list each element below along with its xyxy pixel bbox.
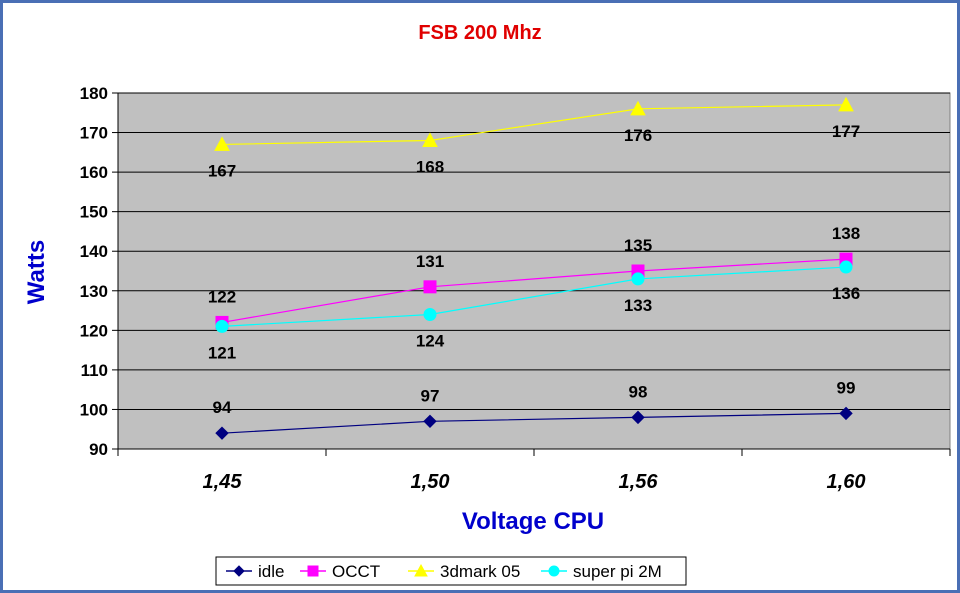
legend: idle OCCT 3dmark 05 super pi 2M — [215, 556, 687, 586]
series-idle — [215, 406, 853, 440]
x-axis-label: Voltage CPU — [462, 508, 604, 535]
series-layer — [214, 96, 854, 440]
data-point — [422, 132, 438, 147]
series-line — [221, 266, 847, 327]
y-tick-label: 180 — [80, 84, 108, 103]
data-point — [423, 308, 437, 322]
data-point — [839, 260, 853, 274]
data-point — [630, 100, 646, 116]
y-tick-label: 130 — [80, 282, 108, 301]
y-axis-ticks: 90 100 110 120 130 140 150 160 170 180 — [80, 84, 118, 459]
series-super-pi-2m — [215, 260, 853, 333]
data-point — [838, 96, 854, 112]
data-label: 167 — [208, 161, 236, 180]
legend-item: OCCT — [300, 562, 380, 581]
data-label: 94 — [213, 398, 232, 417]
data-label: 138 — [832, 224, 860, 243]
data-point — [214, 136, 230, 151]
data-label: 98 — [629, 382, 648, 401]
y-tick-label: 140 — [80, 242, 108, 261]
data-point — [423, 414, 437, 429]
x-axis-ticks: 1,45 1,50 1,56 1,60 — [117, 449, 951, 493]
legend-marker — [307, 565, 319, 577]
y-tick-label: 110 — [81, 361, 108, 380]
data-point — [215, 426, 229, 440]
data-point — [631, 410, 645, 425]
legend-marker — [414, 563, 428, 577]
x-tick-label: 1,56 — [619, 471, 659, 493]
data-label: 136 — [832, 284, 860, 303]
data-label: 122 — [208, 287, 236, 306]
data-point — [423, 280, 437, 294]
data-label: 176 — [624, 126, 652, 145]
legend-label: 3dmark 05 — [440, 562, 520, 581]
legend-label: OCCT — [332, 562, 380, 581]
x-tick-label: 1,50 — [411, 471, 450, 493]
gridlines — [118, 92, 950, 410]
data-point — [631, 272, 645, 286]
legend-marker — [233, 565, 245, 577]
data-point — [839, 406, 853, 421]
x-tick-label: 1,60 — [827, 471, 866, 493]
data-label: 133 — [624, 296, 652, 315]
data-label: 99 — [837, 378, 856, 397]
legend-box — [215, 556, 687, 586]
y-tick-label: 170 — [80, 124, 108, 143]
legend-item: idle — [226, 562, 284, 581]
data-label: 168 — [416, 157, 444, 176]
legend-item: super pi 2M — [541, 562, 662, 581]
legend-marker — [548, 565, 560, 577]
series-line — [221, 412, 847, 434]
data-label: 177 — [832, 122, 860, 141]
series-line — [221, 104, 847, 146]
y-tick-label: 150 — [80, 203, 108, 222]
data-label: 121 — [208, 343, 236, 362]
legend-label: super pi 2M — [573, 562, 662, 581]
chart-title: FSB 200 Mhz — [418, 22, 541, 44]
y-tick-label: 160 — [80, 163, 108, 182]
y-tick-label: 90 — [89, 440, 108, 459]
y-axis-label: Watts — [23, 240, 50, 304]
legend-label: idle — [258, 562, 284, 581]
series-3dmark-05 — [214, 96, 854, 151]
data-label: 124 — [416, 332, 445, 351]
data-labels: 94 97 98 99 122 131 135 138 167 168 176 177 121 124 13… — [208, 122, 860, 417]
data-label: 135 — [624, 236, 652, 255]
x-tick-label: 1,45 — [203, 471, 243, 493]
y-tick-label: 120 — [80, 321, 108, 340]
y-tick-label: 100 — [80, 400, 108, 419]
plot-area — [117, 92, 951, 450]
series-line — [221, 258, 847, 324]
data-label: 131 — [416, 252, 444, 271]
data-label: 97 — [421, 386, 440, 405]
legend-item: 3dmark 05 — [408, 562, 520, 581]
data-point — [215, 319, 229, 333]
